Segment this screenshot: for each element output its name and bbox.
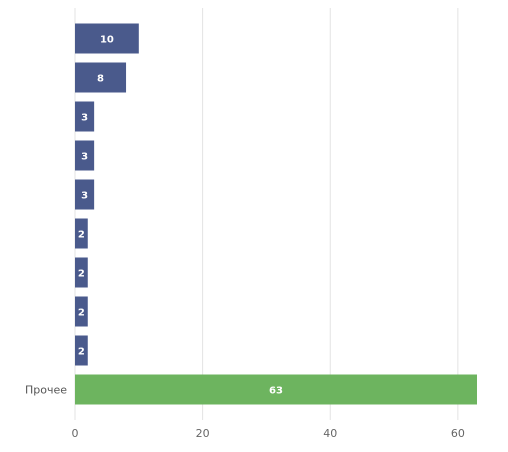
- data-labels: 10 8 3 3 3 2 2 2 2 63: [78, 35, 283, 397]
- bar: [75, 179, 95, 210]
- bar: [75, 218, 88, 249]
- bar: [75, 101, 95, 132]
- data-label: 2: [78, 308, 85, 319]
- x-axis-ticks: 0 20 40 60: [72, 427, 465, 440]
- data-label: 3: [81, 191, 88, 202]
- bar: [75, 257, 88, 288]
- data-label: 2: [78, 230, 85, 241]
- data-label: 2: [78, 269, 85, 280]
- gridlines: [74, 8, 459, 420]
- data-label: 2: [78, 347, 85, 358]
- x-tick-label: 40: [323, 427, 337, 440]
- bar: [75, 335, 88, 366]
- bars: [75, 23, 477, 405]
- data-label: 3: [81, 152, 88, 163]
- data-label: 63: [269, 386, 283, 397]
- x-tick-label: 0: [72, 427, 79, 440]
- bar: [75, 296, 88, 327]
- category-label: Прочее: [25, 384, 67, 397]
- bar: [75, 23, 139, 54]
- bar: [75, 140, 95, 171]
- data-label: 3: [81, 113, 88, 124]
- x-tick-label: 20: [196, 427, 210, 440]
- bar: [75, 374, 477, 405]
- category-labels: Прочее: [25, 384, 67, 397]
- x-tick-label: 60: [451, 427, 465, 440]
- bar: [75, 62, 127, 93]
- data-label: 10: [100, 35, 114, 46]
- data-label: 8: [97, 74, 104, 85]
